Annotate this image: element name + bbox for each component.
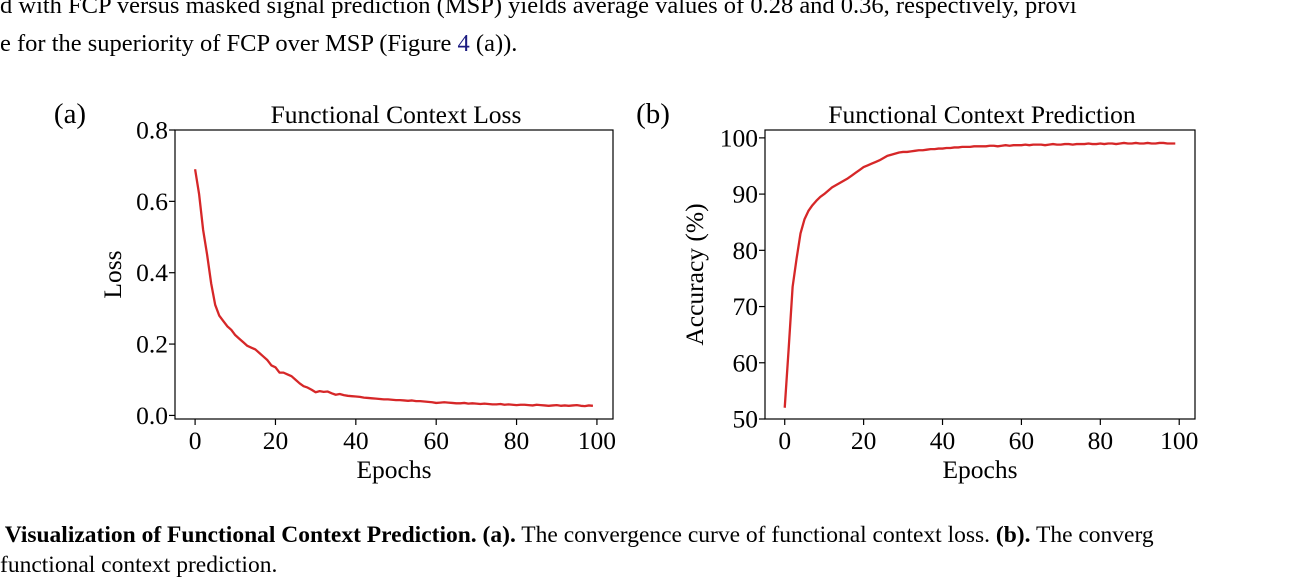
series-line bbox=[193, 169, 594, 408]
y-tick-label: 70 bbox=[733, 292, 759, 321]
plot-frame bbox=[174, 129, 614, 420]
caption-part-b-text: The converg bbox=[1030, 522, 1154, 548]
y-tick-label: 60 bbox=[733, 348, 759, 377]
x-tick-label: 60 bbox=[1009, 426, 1035, 455]
y-tick-label: 0.6 bbox=[136, 187, 168, 216]
x-tick-label: 0 bbox=[778, 426, 791, 455]
caption-part-a-text: The convergence curve of functional cont… bbox=[515, 522, 996, 548]
y-axis-label: Loss bbox=[98, 250, 127, 298]
figure-caption-line-1: Visualization of Functional Context Pred… bbox=[0, 522, 1154, 548]
body-text-line-2-start: e for the superiority of FCP over MSP (F… bbox=[0, 30, 458, 57]
x-tick-label: 100 bbox=[1160, 426, 1198, 455]
y-axis-label: Accuracy (%) bbox=[680, 203, 709, 345]
figure-reference-link[interactable]: 4 bbox=[457, 30, 470, 57]
caption-title: Visualization of Functional Context Pred… bbox=[4, 522, 477, 548]
y-tick-label: 0.2 bbox=[136, 330, 168, 359]
x-tick-label: 20 bbox=[851, 426, 877, 455]
caption-part-a-label: (a). bbox=[482, 522, 516, 548]
x-tick-label: 100 bbox=[578, 426, 616, 455]
plot-frame bbox=[764, 129, 1196, 420]
body-text-line-1: d with FCP versus masked signal predicti… bbox=[0, 0, 1077, 19]
y-tick-label: 100 bbox=[720, 123, 758, 152]
y-tick-label: 50 bbox=[733, 405, 759, 434]
series-line bbox=[783, 141, 1176, 408]
x-tick-label: 0 bbox=[189, 426, 202, 455]
chart-panel-a: (a) Functional Context Loss 0 20 40 60 80 100 0.… bbox=[54, 98, 616, 484]
panel-label: (a) bbox=[54, 98, 86, 130]
chart-panel-b: (b) Functional Context Prediction 0 20 40 60 8… bbox=[636, 98, 1198, 484]
panel-label: (b) bbox=[636, 98, 670, 130]
x-tick-label: 40 bbox=[343, 426, 369, 455]
x-tick-label: 20 bbox=[263, 426, 289, 455]
x-axis-label: Epochs bbox=[356, 455, 431, 484]
x-tick-label: 60 bbox=[423, 426, 449, 455]
x-tick-label: 80 bbox=[504, 426, 530, 455]
x-tick-label: 40 bbox=[930, 426, 956, 455]
chart-title: Functional Context Loss bbox=[271, 100, 522, 129]
y-tick-label: 90 bbox=[733, 180, 759, 209]
y-tick-label: 0.0 bbox=[136, 401, 168, 430]
body-text-line-2-end: (a)). bbox=[469, 30, 518, 57]
figure-caption-line-2: functional context prediction. bbox=[0, 552, 278, 578]
x-tick-label: 80 bbox=[1088, 426, 1114, 455]
y-tick-label: 80 bbox=[733, 236, 759, 265]
y-tick-label: 0.4 bbox=[136, 258, 168, 287]
caption-part-b-label: (b). bbox=[995, 522, 1031, 548]
x-axis-label: Epochs bbox=[942, 455, 1017, 484]
chart-title: Functional Context Prediction bbox=[828, 100, 1136, 129]
y-tick-label: 0.8 bbox=[136, 116, 168, 145]
body-text-line-2: e for the superiority of FCP over MSP (F… bbox=[0, 30, 518, 57]
